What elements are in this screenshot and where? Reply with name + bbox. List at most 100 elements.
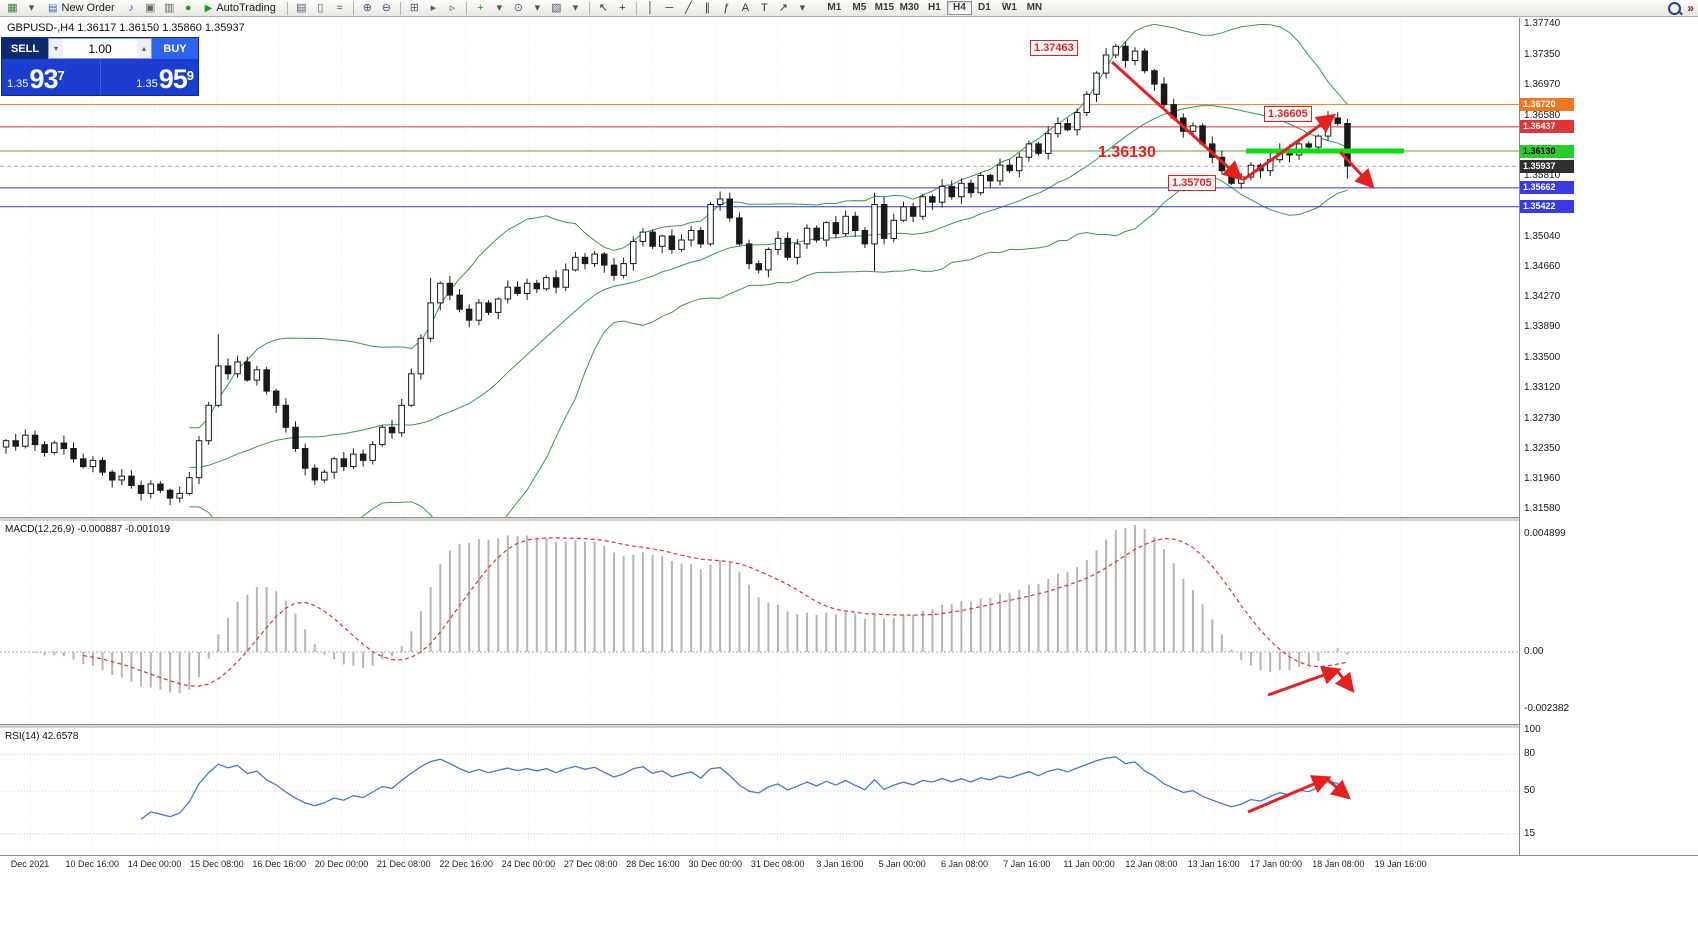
chart-symbol-ohlc-label: GBPUSD-,H4 1.36117 1.36150 1.35860 1.359… [7, 22, 245, 34]
trend-arrows[interactable] [1110, 60, 1375, 189]
time-axis-label: Dec 2021 [10, 859, 50, 869]
terminal-window-icon[interactable]: ▣ [144, 1, 156, 14]
bid-price-prefix: 1.35 [7, 78, 29, 90]
strategy-tester-icon[interactable]: ▥ [163, 1, 175, 14]
fibonacci-icon[interactable]: ƒ [723, 1, 730, 14]
price-level-tag: 1.36720 [1520, 98, 1574, 112]
new-order-button-icon: ▤ [48, 2, 58, 14]
indicators-dropdown-icon[interactable]: ▾ [496, 1, 503, 14]
timeframe-d1-button[interactable]: D1 [977, 2, 991, 13]
bar-chart-icon[interactable]: ▤ [296, 1, 307, 14]
zoom-out-icon[interactable]: ⊖ [381, 1, 391, 14]
chart-shift-icon[interactable]: ▹ [449, 1, 456, 14]
lot-decrease-icon[interactable]: ▾ [49, 39, 63, 58]
trendline-icon[interactable]: ╱ [685, 1, 692, 14]
time-axis-label: 6 Jan 08:00 [940, 859, 989, 869]
time-axis-label: 5 Jan 00:00 [878, 859, 926, 869]
time-axis-label: 20 Dec 00:00 [314, 859, 369, 869]
time-axis-label: 30 Dec 00:00 [688, 859, 743, 869]
timeframe-h4-button[interactable]: H4 [946, 1, 972, 15]
toolbar-right: » [1668, 1, 1694, 15]
trend-arrows[interactable] [1247, 775, 1351, 814]
price-axis-label: 1.34660 [1524, 260, 1561, 272]
indicators-icon[interactable]: + [477, 1, 484, 14]
time-axis-label: 11 Jan 00:00 [1063, 859, 1115, 869]
price-annotation[interactable]: 1.35705 [1168, 175, 1216, 191]
autotrading-button-label: AutoTrading [216, 2, 276, 14]
search-icon[interactable] [1668, 1, 1682, 15]
buy-button[interactable]: BUY [152, 38, 198, 59]
new-order-button[interactable]: ▤ New Order [41, 1, 122, 16]
ask-price-big-digits: 95 [158, 64, 188, 94]
new-chart-icon[interactable]: ▦ [7, 1, 18, 14]
price-annotation[interactable]: 1.36130 [1098, 144, 1156, 161]
zoom-in-icon[interactable]: ⊕ [362, 1, 372, 14]
vertical-line-icon[interactable]: │ [646, 1, 654, 14]
autotrading-button-icon: ▶ [204, 2, 213, 14]
panel-separator[interactable] [0, 724, 1519, 728]
price-axis-label: 1.32350 [1524, 442, 1561, 454]
macd-axis-label: 0.004899 [1524, 528, 1566, 540]
lot-size-input[interactable] [63, 39, 137, 58]
horizontal-line-icon[interactable]: ─ [665, 1, 674, 14]
templates-dropdown-icon[interactable]: ▾ [572, 1, 579, 14]
macd-axis-label: 0.00 [1524, 646, 1544, 657]
text-label-icon[interactable]: T [761, 1, 768, 14]
autotrading-status-icon[interactable]: ● [184, 1, 192, 14]
candlestick-chart-icon[interactable]: ▯ [317, 1, 324, 14]
ask-price-display: 1.35 95 9 [99, 59, 199, 95]
trend-arrows[interactable] [1267, 666, 1355, 697]
lot-increase-icon[interactable]: ▴ [137, 39, 151, 58]
time-axis-label: 21 Dec 08:00 [377, 859, 431, 869]
toolbar-separator [399, 1, 401, 15]
toolbar: ▦ ▾ ▤ New Order ♪ ▣ ▥ ● ▶ AutoTrading ▤ ▯ ≈ ⊕ ⊖ ⊞ ▸ ▹ + ▾ ⊙ ▾… [0, 0, 1698, 17]
tile-windows-icon[interactable]: ⊞ [409, 1, 419, 14]
cursor-icon[interactable]: ↖ [598, 1, 608, 14]
timeframe-m15-button[interactable]: M15 [874, 2, 895, 13]
shapes-dropdown-icon[interactable]: ▾ [799, 1, 806, 14]
price-annotation[interactable]: 1.37463 [1030, 40, 1078, 56]
macd-panel-canvas[interactable] [0, 521, 1519, 724]
timeframe-mn-button[interactable]: MN [1026, 2, 1043, 13]
toolbar-separator [286, 1, 288, 15]
time-axis-label: 22 Dec 16:00 [439, 859, 493, 869]
price-axis-label: 1.37740 [1524, 18, 1561, 30]
crosshair-icon[interactable]: + [619, 1, 626, 14]
chart-profiles-icon[interactable]: ▾ [28, 1, 35, 14]
price-axis-label: 1.34270 [1524, 291, 1561, 303]
text-icon[interactable]: A [741, 1, 750, 14]
bid-price-big-digits: 93 [29, 64, 58, 94]
price-level-tag: 1.35422 [1520, 200, 1574, 214]
sound-icon[interactable]: ♪ [128, 1, 134, 14]
timeframe-m1-button[interactable]: M1 [827, 2, 842, 13]
time-axis-label: 13 Jan 16:00 [1187, 859, 1240, 869]
timeframe-w1-button[interactable]: W1 [1001, 2, 1017, 13]
price-axis-label: 1.35040 [1524, 230, 1561, 242]
templates-icon[interactable]: ▨ [551, 1, 562, 14]
price-chart-canvas[interactable] [0, 18, 1519, 517]
time-axis-label: 3 Jan 16:00 [816, 859, 864, 869]
rsi-panel-canvas[interactable] [0, 728, 1519, 854]
periods-dropdown-icon[interactable]: ▾ [534, 1, 541, 14]
price-level-tag: 1.35937 [1520, 159, 1574, 173]
macd-indicator-label: MACD(12,26,9) -0.000887 -0.001019 [5, 524, 171, 535]
line-chart-icon[interactable]: ≈ [336, 1, 343, 14]
rsi-axis-label: 100 [1524, 724, 1541, 735]
equidistant-channel-icon[interactable]: ∥ [704, 1, 711, 14]
timeframe-h1-button[interactable]: H1 [927, 2, 941, 13]
time-axis[interactable]: Dec 2021 10 Dec 16:00 14 Dec 00:00 15 Dec 0… [0, 855, 1698, 873]
toolbar-overflow-icon[interactable]: » [1687, 1, 1694, 15]
arrows-tool-icon[interactable]: ↗ [778, 1, 788, 14]
autotrading-button[interactable]: ▶ AutoTrading [198, 1, 283, 16]
price-annotation[interactable]: 1.36605 [1264, 106, 1312, 122]
auto-scroll-icon[interactable]: ▸ [430, 1, 437, 14]
timeframe-m5-button[interactable]: M5 [852, 2, 867, 13]
periods-icon[interactable]: ⊙ [513, 1, 523, 14]
lot-size-box: ▾ ▴ [48, 38, 152, 59]
price-axis[interactable]: 1.37740 1.37350 1.36970 1.36580 1.35810 1.350… [1519, 18, 1698, 855]
timeframe-m30-button[interactable]: M30 [899, 2, 920, 13]
price-axis-label: 1.31580 [1524, 503, 1561, 515]
panel-separator[interactable] [0, 517, 1519, 521]
sell-button[interactable]: SELL [2, 38, 48, 59]
